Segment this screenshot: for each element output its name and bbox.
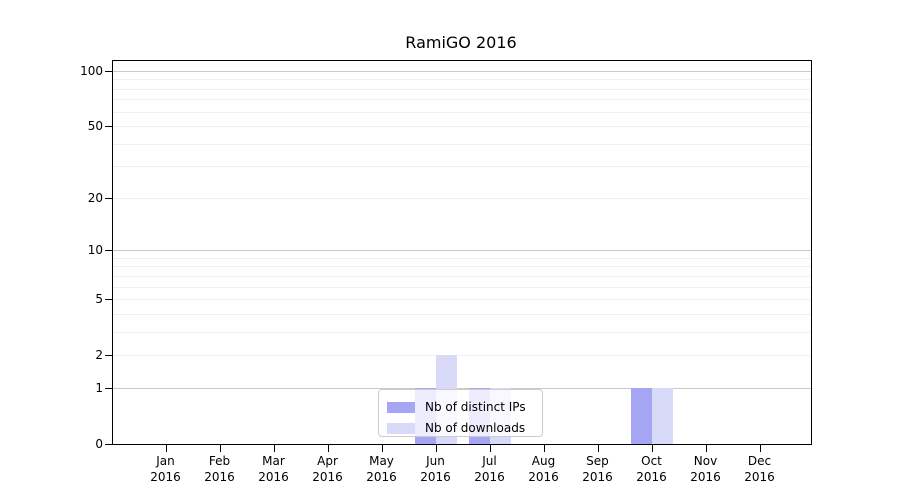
y-tick-label: 10 xyxy=(87,243,103,258)
y-tick-mark xyxy=(105,250,112,252)
minor-gridline xyxy=(113,275,811,277)
x-tick-label-jul: Jul 2016 xyxy=(474,454,505,484)
y-tick-mark xyxy=(105,299,112,301)
x-tick-year: 2016 xyxy=(744,470,775,484)
y-tick-label: 100 xyxy=(80,63,103,78)
x-tick-label-jan: Jan 2016 xyxy=(150,454,181,484)
minor-gridline xyxy=(113,79,811,81)
x-tick-label-oct: Oct 2016 xyxy=(636,454,667,484)
y-tick-mark xyxy=(105,70,112,72)
x-tick-label-nov: Nov 2016 xyxy=(690,454,721,484)
x-tick-year: 2016 xyxy=(258,470,289,484)
minor-gridline xyxy=(113,299,811,301)
minor-gridline xyxy=(113,266,811,268)
x-tick-mark xyxy=(327,445,329,452)
x-tick-mark xyxy=(759,445,761,452)
x-tick-year: 2016 xyxy=(690,470,721,484)
x-tick-label-dec: Dec 2016 xyxy=(744,454,775,484)
major-gridline xyxy=(113,387,811,389)
x-tick-label-feb: Feb 2016 xyxy=(204,454,235,484)
legend-swatch-downloads xyxy=(387,423,415,434)
x-tick-mark xyxy=(489,445,491,452)
x-tick-mark xyxy=(705,445,707,452)
x-tick-year: 2016 xyxy=(150,470,181,484)
y-tick-label: 50 xyxy=(87,119,103,134)
x-tick-mark xyxy=(165,445,167,452)
y-tick-label: 5 xyxy=(95,292,103,307)
legend-label-distinct-ips: Nb of distinct IPs xyxy=(425,400,526,414)
y-tick-label: 20 xyxy=(87,190,103,205)
x-tick-label-aug: Aug 2016 xyxy=(528,454,559,484)
x-tick-mark xyxy=(651,445,653,452)
x-tick-label-sep: Sep 2016 xyxy=(582,454,613,484)
x-tick-year: 2016 xyxy=(204,470,235,484)
minor-gridline xyxy=(113,355,811,357)
legend-entry-downloads: Nb of downloads xyxy=(387,418,542,439)
x-tick-label-jun: Jun 2016 xyxy=(420,454,451,484)
x-tick-year: 2016 xyxy=(528,470,559,484)
x-tick-year: 2016 xyxy=(636,470,667,484)
minor-gridline xyxy=(113,257,811,259)
x-tick-label-apr: Apr 2016 xyxy=(312,454,343,484)
legend-entry-distinct-ips: Nb of distinct IPs xyxy=(387,397,542,418)
x-tick-year: 2016 xyxy=(312,470,343,484)
y-tick-mark xyxy=(105,444,112,445)
legend-label-downloads: Nb of downloads xyxy=(425,421,526,435)
minor-gridline xyxy=(113,99,811,101)
minor-gridline xyxy=(113,143,811,145)
chart-title: RamiGO 2016 xyxy=(405,33,517,52)
x-tick-mark xyxy=(597,445,599,452)
major-gridline xyxy=(113,70,811,72)
minor-gridline xyxy=(113,166,811,168)
x-tick-mark xyxy=(435,445,437,452)
y-tick-mark xyxy=(105,387,112,389)
y-tick-mark xyxy=(105,355,112,357)
x-tick-year: 2016 xyxy=(582,470,613,484)
minor-gridline xyxy=(113,313,811,315)
minor-gridline xyxy=(113,286,811,288)
x-tick-year: 2016 xyxy=(474,470,505,484)
legend: Nb of distinct IPs Nb of downloads xyxy=(378,389,543,437)
bar-oct-distinct-ips xyxy=(630,387,652,444)
x-tick-year: 2016 xyxy=(420,470,451,484)
bar-oct-downloads xyxy=(651,387,673,444)
y-tick-mark xyxy=(105,197,112,199)
x-tick-mark xyxy=(381,445,383,452)
major-gridline xyxy=(113,250,811,252)
minor-gridline xyxy=(113,111,811,113)
legend-swatch-distinct-ips xyxy=(387,402,415,413)
y-tick-label: 0 xyxy=(95,437,103,451)
minor-gridline xyxy=(113,331,811,333)
x-tick-mark xyxy=(273,445,275,452)
y-tick-label: 1 xyxy=(95,380,103,395)
x-tick-mark xyxy=(543,445,545,452)
minor-gridline xyxy=(113,197,811,199)
x-tick-label-may: May 2016 xyxy=(366,454,397,484)
minor-gridline xyxy=(113,126,811,128)
x-tick-mark xyxy=(219,445,221,452)
plot-area: 0 1 2 5 10 20 50 100 Jan 2016 Feb 2016 Mar 2016 Apr 20… xyxy=(80,60,812,484)
minor-gridline xyxy=(113,88,811,90)
x-tick-year: 2016 xyxy=(366,470,397,484)
y-tick-mark xyxy=(105,126,112,128)
x-tick-label-mar: Mar 2016 xyxy=(258,454,289,484)
y-tick-label: 2 xyxy=(95,348,103,363)
